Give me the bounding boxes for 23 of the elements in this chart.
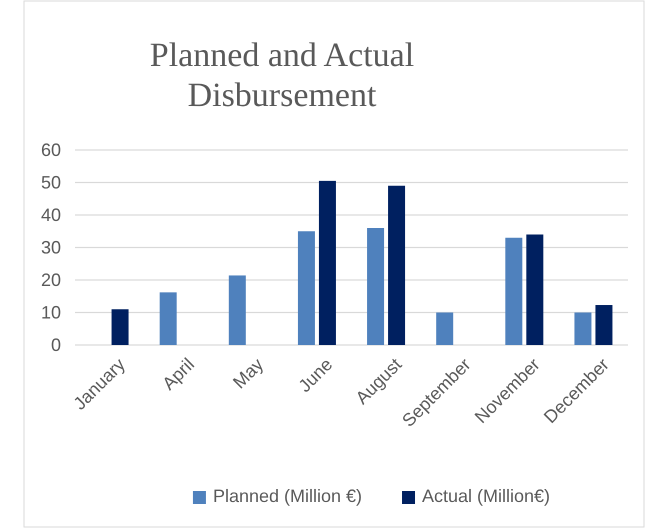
bar [505, 238, 522, 345]
bar [228, 275, 246, 345]
bar [298, 231, 315, 345]
bar [388, 186, 406, 345]
y-tick-label: 0 [50, 334, 61, 355]
y-tick-label: 10 [40, 302, 61, 322]
bar [318, 180, 336, 345]
bar [526, 234, 544, 345]
bar [367, 228, 384, 345]
legend-label: Actual (Million€) [422, 486, 550, 506]
y-tick-label: 60 [40, 140, 61, 160]
y-tick-label: 30 [40, 237, 61, 258]
bar [574, 312, 592, 345]
bar [160, 292, 177, 345]
bar [436, 312, 454, 345]
y-tick-label: 50 [40, 172, 61, 192]
x-tick-label: May [229, 354, 268, 392]
y-tick-label: 20 [40, 270, 61, 290]
bar [112, 309, 129, 345]
legend-label: Planned (Million €) [212, 486, 362, 506]
y-tick-label: 40 [40, 204, 61, 225]
chart-title: Planned and Actual Disbursement [150, 37, 414, 114]
bar [595, 305, 612, 345]
